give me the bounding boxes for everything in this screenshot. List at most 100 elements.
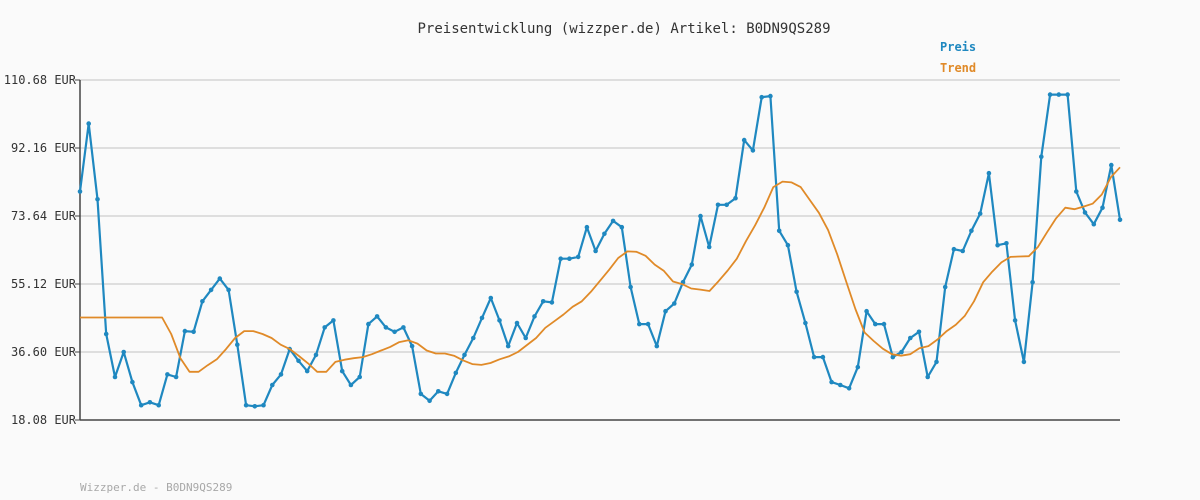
data-point	[1004, 241, 1009, 246]
data-point	[741, 137, 747, 143]
data-point	[715, 202, 721, 208]
data-point	[453, 370, 459, 376]
data-point	[505, 343, 511, 349]
data-point	[383, 325, 389, 330]
data-point	[785, 242, 791, 248]
data-point	[1074, 189, 1079, 194]
data-point	[794, 289, 799, 295]
y-tick-label: 18.08 EUR	[11, 413, 77, 427]
data-point	[829, 379, 834, 385]
footer-text: Wizzper.de - B0DN9QS289	[80, 481, 232, 494]
data-point	[1100, 205, 1105, 210]
data-point	[401, 325, 406, 330]
data-point	[969, 228, 974, 234]
data-point	[567, 256, 572, 262]
data-point	[803, 320, 808, 326]
data-point	[112, 374, 118, 380]
data-point	[698, 213, 703, 219]
data-point	[261, 402, 266, 408]
data-point	[322, 325, 328, 330]
data-point	[689, 262, 695, 267]
data-point	[444, 391, 450, 397]
data-point	[374, 314, 380, 319]
data-point	[1021, 359, 1027, 365]
data-point	[497, 318, 502, 323]
data-point	[724, 202, 729, 208]
data-point	[427, 398, 432, 404]
data-point	[200, 299, 205, 304]
data-point	[575, 254, 581, 260]
legend-trend: Trend	[940, 61, 976, 75]
data-point	[820, 354, 826, 360]
data-point	[934, 359, 939, 365]
data-point	[130, 379, 135, 385]
data-point	[488, 295, 494, 301]
data-point	[873, 321, 878, 327]
data-point	[471, 335, 476, 341]
data-point	[1047, 92, 1053, 97]
legend-preis: Preis	[940, 40, 976, 54]
chart-title: Preisentwicklung (wizzper.de) Artikel: B…	[417, 21, 830, 37]
data-point	[523, 335, 528, 341]
data-point	[776, 228, 782, 234]
data-point	[768, 93, 773, 99]
y-tick-label: 36.60 EUR	[11, 345, 77, 359]
data-point	[645, 321, 651, 327]
data-point	[252, 404, 258, 409]
data-point	[357, 374, 363, 380]
data-point	[366, 321, 371, 327]
data-point	[138, 402, 144, 408]
data-point	[339, 368, 345, 374]
data-point	[733, 195, 738, 201]
data-point	[881, 321, 887, 327]
data-point	[584, 224, 590, 230]
data-point	[208, 287, 214, 293]
data-point	[846, 386, 852, 391]
data-point	[960, 248, 965, 254]
data-point	[217, 276, 223, 281]
data-point	[672, 301, 677, 306]
data-point	[156, 402, 161, 408]
data-point	[986, 170, 992, 176]
data-point	[558, 256, 563, 262]
data-point	[602, 231, 607, 237]
data-point	[1012, 318, 1018, 323]
data-point	[147, 400, 153, 405]
y-tick-label: 92.16 EUR	[11, 141, 77, 155]
data-point	[925, 374, 930, 380]
data-point	[549, 300, 555, 305]
data-point	[165, 372, 170, 377]
data-point	[278, 372, 284, 377]
data-point	[890, 354, 896, 360]
data-point	[409, 343, 415, 349]
series-layer	[77, 92, 1123, 409]
data-point	[77, 189, 83, 194]
data-point	[514, 320, 520, 326]
data-point	[1117, 217, 1123, 223]
data-point	[750, 148, 756, 153]
data-point	[916, 329, 922, 335]
data-point	[182, 328, 188, 334]
y-tick-label: 73.64 EUR	[11, 209, 77, 223]
data-point	[628, 284, 633, 290]
data-point	[1082, 210, 1088, 215]
data-point	[619, 224, 625, 230]
data-point	[436, 389, 441, 394]
data-point	[121, 349, 126, 355]
data-point	[908, 335, 913, 341]
data-point	[637, 321, 642, 327]
data-point	[654, 343, 660, 349]
data-point	[951, 246, 957, 252]
data-point	[235, 342, 240, 348]
y-tick-label: 55.12 EUR	[11, 277, 77, 291]
data-point	[191, 329, 196, 335]
data-point	[593, 248, 598, 254]
data-point	[313, 352, 319, 358]
data-point	[532, 314, 537, 319]
data-point	[540, 299, 546, 304]
data-point	[348, 382, 354, 388]
data-point	[759, 94, 764, 100]
data-point	[610, 218, 616, 224]
data-point	[855, 364, 861, 370]
